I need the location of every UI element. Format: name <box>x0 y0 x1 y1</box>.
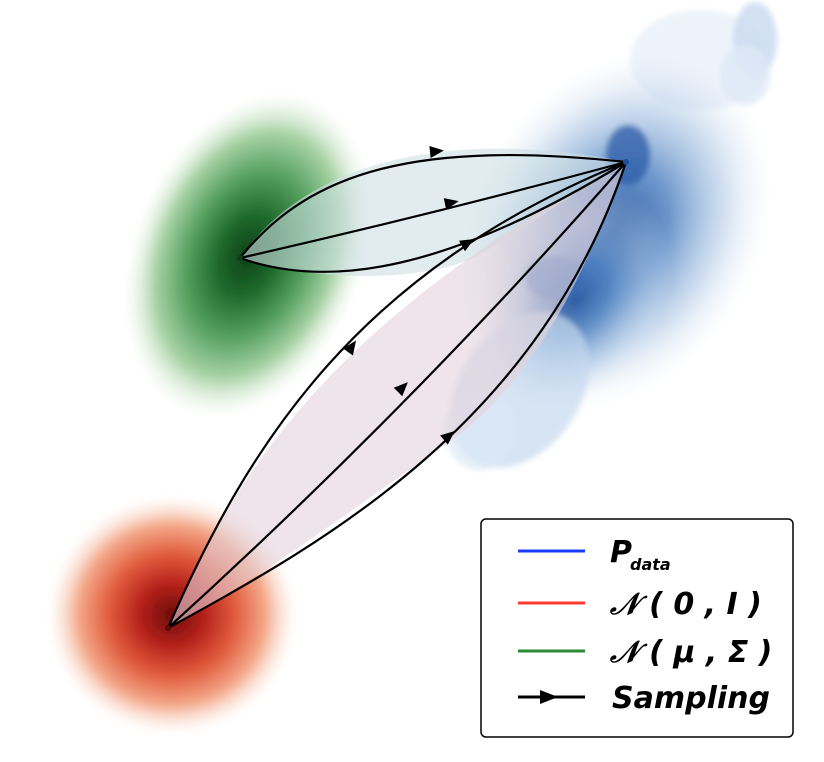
legend-label-data: P <box>610 535 632 570</box>
legend: P data 𝒩 ( 0 , I ) 𝒩 ( μ , Σ ) Sampling <box>480 518 794 738</box>
path-red-lower <box>167 161 628 629</box>
blue-target-point <box>623 159 629 165</box>
legend-label-sampling: Sampling <box>612 681 770 716</box>
red-path-region <box>168 162 626 628</box>
arrowhead-icon <box>429 146 444 158</box>
arrowhead-icon <box>343 340 357 356</box>
sampling-paths-green <box>239 154 627 273</box>
green-source-point <box>237 255 243 261</box>
path-red-middle <box>167 161 627 629</box>
arrowhead-icon <box>459 239 475 252</box>
arrowhead-icon <box>393 382 408 397</box>
arrowhead-icon <box>443 198 459 210</box>
legend-item-sampling: Sampling <box>518 681 770 716</box>
legend-item-data: P data <box>518 535 671 574</box>
path-green-lower <box>239 161 627 273</box>
arrowhead-icon <box>540 690 558 704</box>
sampling-paths-red <box>166 160 628 629</box>
path-green-upper <box>239 154 627 259</box>
legend-label-standard-normal: 𝒩 ( 0 , I ) <box>609 587 762 622</box>
legend-label-data-subscript: data <box>630 555 671 574</box>
path-red-upper <box>166 160 627 629</box>
legend-item-learned-normal: 𝒩 ( μ , Σ ) <box>518 635 772 670</box>
legend-item-standard-normal: 𝒩 ( 0 , I ) <box>518 587 762 622</box>
path-green-middle <box>239 160 627 260</box>
red-source-point <box>165 625 171 631</box>
path-arrowheads <box>343 146 475 445</box>
arrowhead-icon <box>440 431 455 445</box>
legend-label-learned-normal: 𝒩 ( μ , Σ ) <box>609 635 772 670</box>
legend-frame <box>480 518 794 738</box>
